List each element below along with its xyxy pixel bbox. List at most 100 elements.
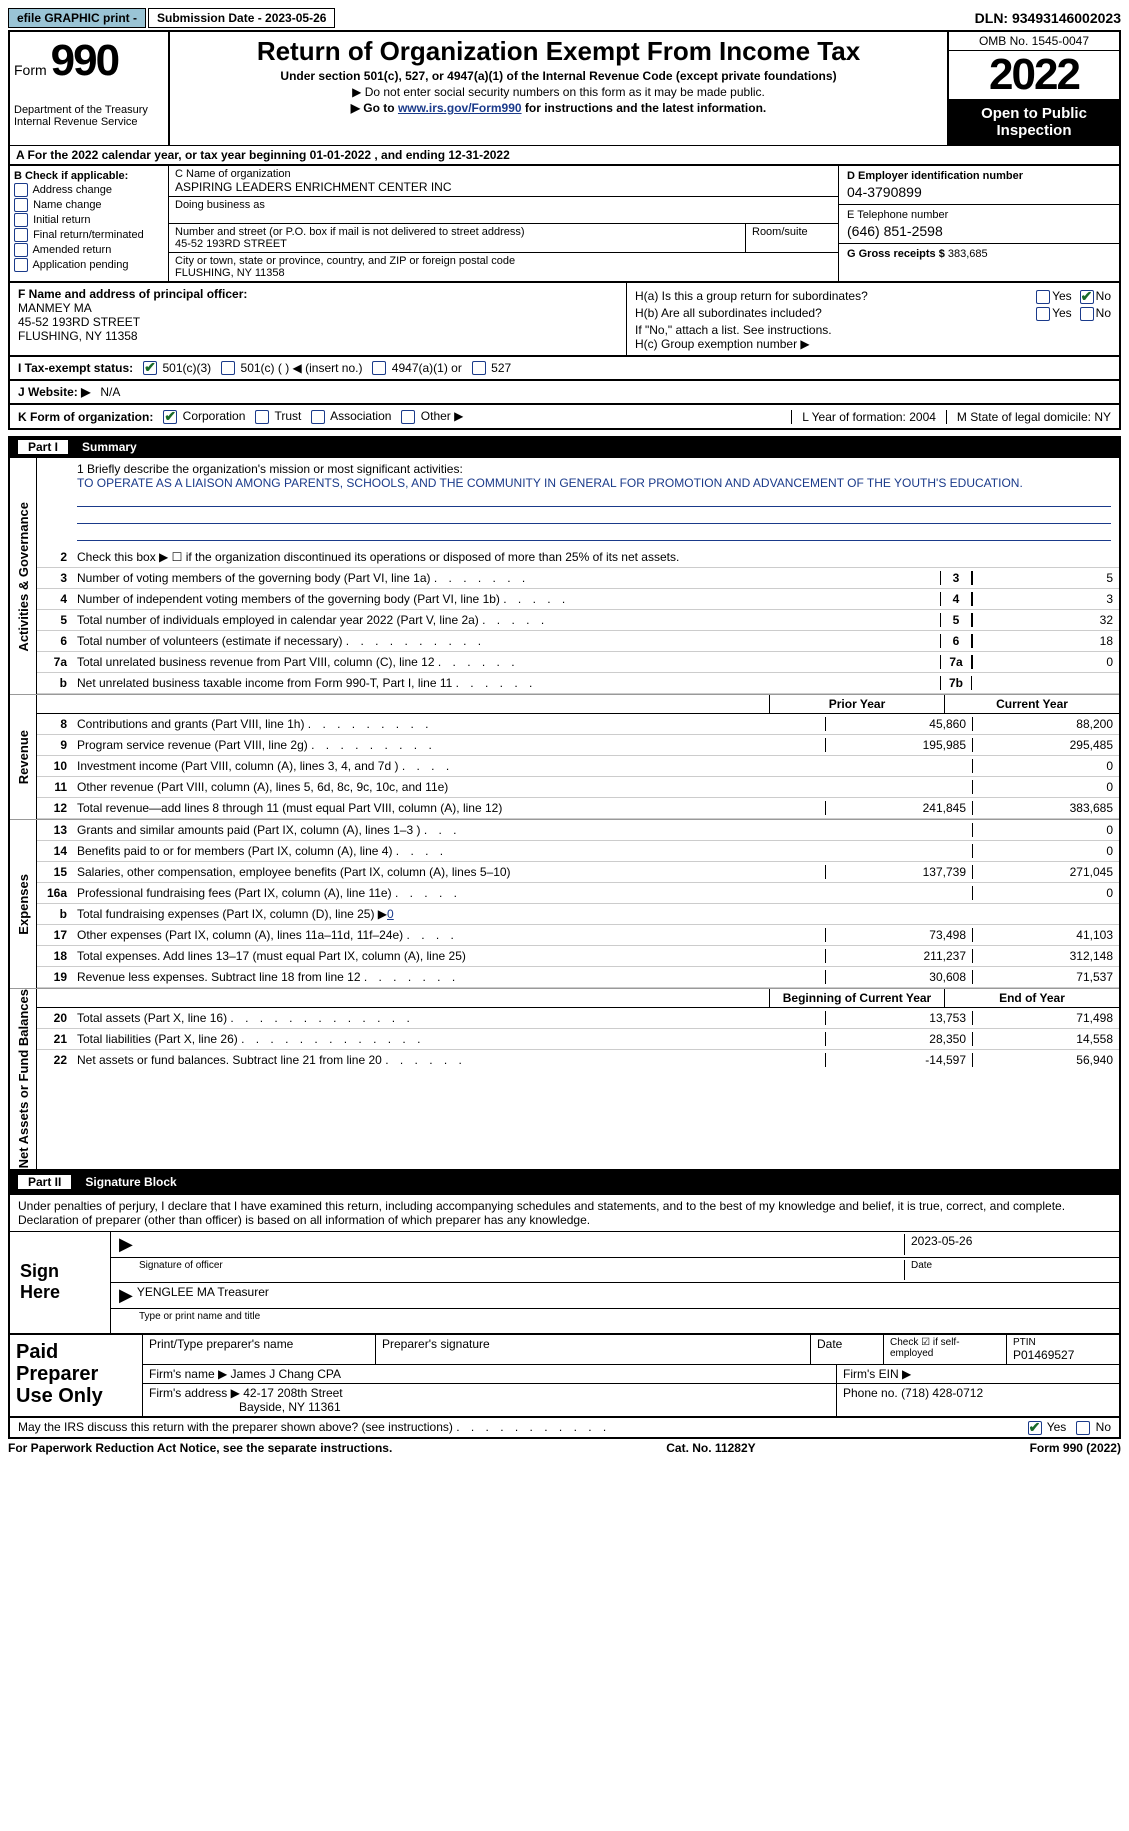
room-label: Room/suite [746, 224, 838, 252]
discuss-yes-label: Yes [1047, 1420, 1067, 1434]
other-check[interactable] [401, 410, 415, 424]
prep-phone-label: Phone no. [843, 1386, 898, 1400]
line13: Grants and similar amounts paid (Part IX… [73, 821, 825, 839]
discuss-no-check[interactable] [1076, 1421, 1090, 1435]
line20: Total assets (Part X, line 16) . . . . .… [73, 1009, 825, 1027]
val4: 3 [972, 592, 1119, 606]
open-inspection: Open to Public Inspection [949, 99, 1119, 145]
vert-activities: Activities & Governance [16, 502, 31, 652]
val3: 5 [972, 571, 1119, 585]
name-change-check[interactable] [14, 198, 28, 212]
firm-name: James J Chang CPA [231, 1367, 342, 1381]
sig-date: 2023-05-26 [904, 1234, 1111, 1255]
corp-label: Corporation [183, 409, 246, 423]
hb-yes-check[interactable] [1036, 307, 1050, 321]
vert-revenue: Revenue [16, 730, 31, 784]
527-label: 527 [491, 361, 511, 375]
501c3-label: 501(c)(3) [163, 361, 212, 375]
line2: Check this box ▶ ☐ if the organization d… [73, 548, 1119, 566]
527-check[interactable] [472, 361, 486, 375]
gross-label: G Gross receipts $ [847, 248, 945, 260]
corp-check[interactable] [163, 410, 177, 424]
sign-here-label: Sign Here [10, 1232, 111, 1333]
yes-label: Yes [1052, 289, 1072, 303]
calendar-year-line: A For the 2022 calendar year, or tax yea… [8, 145, 1121, 164]
cy11: 0 [972, 780, 1119, 794]
py21: 28,350 [825, 1032, 972, 1046]
web-val: N/A [100, 385, 120, 399]
init-return-check[interactable] [14, 213, 28, 227]
cy17: 41,103 [972, 928, 1119, 942]
mission-q: 1 Briefly describe the organization's mi… [77, 462, 1111, 476]
cy9: 295,485 [972, 738, 1119, 752]
assoc-label: Association [330, 409, 391, 423]
c-label: C Name of organization [175, 168, 832, 180]
501c-check[interactable] [221, 361, 235, 375]
cy8: 88,200 [972, 717, 1119, 731]
sig-officer-label: Signature of officer [119, 1260, 904, 1280]
irs-link[interactable]: www.irs.gov/Form990 [398, 101, 522, 115]
phone-label: E Telephone number [847, 209, 1111, 221]
cy10: 0 [972, 759, 1119, 773]
line16a: Professional fundraising fees (Part IX, … [73, 884, 825, 902]
ha-yes-check[interactable] [1036, 290, 1050, 304]
prior-year-head: Prior Year [769, 695, 944, 713]
assoc-check[interactable] [311, 410, 325, 424]
hb-no-check[interactable] [1080, 307, 1094, 321]
name-change-label: Name change [33, 199, 102, 211]
line16b: Total fundraising expenses (Part IX, col… [73, 905, 825, 923]
line21: Total liabilities (Part X, line 26) . . … [73, 1030, 825, 1048]
py19: 30,608 [825, 970, 972, 984]
cy13: 0 [972, 823, 1119, 837]
py20: 13,753 [825, 1011, 972, 1025]
yes-label-2: Yes [1052, 306, 1072, 320]
k-label: K Form of organization: [18, 410, 153, 424]
501c3-check[interactable] [143, 361, 157, 375]
begin-year-head: Beginning of Current Year [769, 989, 944, 1007]
firm-addr-label: Firm's address ▶ [149, 1386, 240, 1400]
officer-name-title: YENGLEE MA Treasurer [137, 1285, 269, 1306]
final-return-check[interactable] [14, 228, 28, 242]
part-i-header: Part I Summary [8, 436, 1121, 458]
dln: DLN: 93493146002023 [975, 10, 1121, 26]
py9: 195,985 [825, 738, 972, 752]
part-ii-title: Signature Block [85, 1175, 176, 1189]
pra-notice: For Paperwork Reduction Act Notice, see … [8, 1441, 392, 1455]
cy20: 71,498 [972, 1011, 1119, 1025]
prep-self-emp: Check ☑ if self-employed [884, 1335, 1007, 1364]
header-title-block: Return of Organization Exempt From Incom… [170, 32, 949, 145]
line9: Program service revenue (Part VIII, line… [73, 736, 825, 754]
org-name-block: C Name of organization ASPIRING LEADERS … [169, 166, 839, 281]
firm-city: Bayside, NY 11361 [149, 1400, 830, 1414]
cy15: 271,045 [972, 865, 1119, 879]
web-label: J Website: ▶ [18, 385, 90, 399]
discuss-row: May the IRS discuss this return with the… [8, 1418, 1121, 1439]
part-ii-label: Part II [18, 1175, 71, 1189]
ha-no-check[interactable] [1080, 290, 1094, 304]
ein-block: D Employer identification number 04-3790… [839, 166, 1119, 281]
discuss-yes-check[interactable] [1028, 1421, 1042, 1435]
org-name: ASPIRING LEADERS ENRICHMENT CENTER INC [175, 180, 832, 194]
hb-label: H(b) Are all subordinates included? [635, 306, 822, 320]
py18: 211,237 [825, 949, 972, 963]
addr-change-check[interactable] [14, 183, 28, 197]
ssn-note: ▶ Do not enter social security numbers o… [178, 85, 939, 99]
efile-print-btn[interactable]: efile GRAPHIC print - [8, 8, 146, 28]
init-return-label: Initial return [33, 214, 90, 226]
4947-check[interactable] [372, 361, 386, 375]
line14: Benefits paid to or for members (Part IX… [73, 842, 825, 860]
form-footer: Form 990 (2022) [1030, 1441, 1121, 1455]
current-year-head: Current Year [944, 695, 1119, 713]
amended-check[interactable] [14, 243, 28, 257]
py17: 73,498 [825, 928, 972, 942]
cy21: 14,558 [972, 1032, 1119, 1046]
check-heading: B Check if applicable: [14, 170, 164, 182]
officer-addr2: FLUSHING, NY 11358 [18, 329, 618, 343]
no-label: No [1096, 289, 1111, 303]
app-pending-check[interactable] [14, 258, 28, 272]
line16b-val[interactable]: 0 [387, 907, 394, 921]
goto-post: for instructions and the latest informat… [522, 101, 767, 115]
check-if-applicable: B Check if applicable: Address change Na… [10, 166, 169, 281]
prep-sig-label: Preparer's signature [376, 1335, 811, 1364]
trust-check[interactable] [255, 410, 269, 424]
